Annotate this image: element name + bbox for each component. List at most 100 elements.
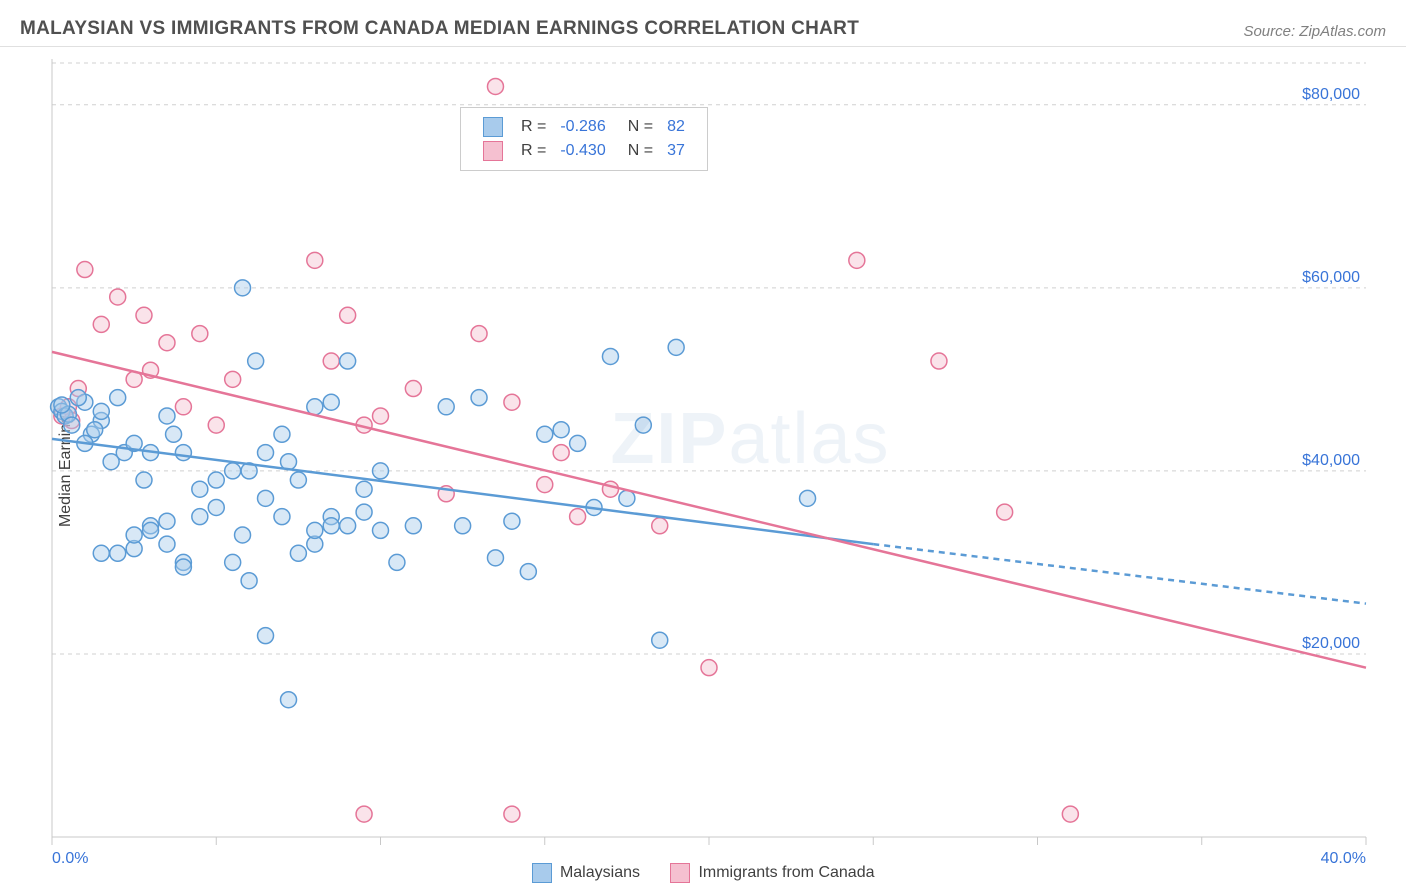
data-point xyxy=(800,490,816,506)
data-point xyxy=(258,490,274,506)
data-point xyxy=(274,509,290,525)
source-label: Source: ZipAtlas.com xyxy=(1243,23,1386,40)
data-point xyxy=(258,628,274,644)
data-point xyxy=(1062,806,1078,822)
trend-line xyxy=(52,352,1366,668)
data-point xyxy=(389,554,405,570)
data-point xyxy=(701,660,717,676)
stats-legend: R =-0.286N =82R =-0.430N =37 xyxy=(460,107,708,171)
data-point xyxy=(553,422,569,438)
data-point xyxy=(323,394,339,410)
data-point xyxy=(225,554,241,570)
legend-label: Immigrants from Canada xyxy=(698,864,874,881)
data-point xyxy=(235,280,251,296)
data-point xyxy=(849,252,865,268)
data-point xyxy=(208,499,224,515)
data-point xyxy=(208,417,224,433)
data-point xyxy=(208,472,224,488)
y-tick-label: $80,000 xyxy=(1302,86,1360,103)
data-point xyxy=(290,472,306,488)
data-point xyxy=(373,463,389,479)
series-legend: Malaysians Immigrants from Canada xyxy=(0,863,1406,883)
trend-line-extrapolated xyxy=(873,544,1366,603)
data-point xyxy=(471,326,487,342)
data-point xyxy=(356,806,372,822)
legend-item: Malaysians xyxy=(532,863,640,883)
data-point xyxy=(602,348,618,364)
data-point xyxy=(504,806,520,822)
data-point xyxy=(235,527,251,543)
data-point xyxy=(110,289,126,305)
y-tick-label: $60,000 xyxy=(1302,269,1360,286)
data-point xyxy=(143,522,159,538)
data-point xyxy=(159,513,175,529)
data-point xyxy=(241,573,257,589)
data-point xyxy=(570,509,586,525)
data-point xyxy=(668,339,684,355)
data-point xyxy=(471,390,487,406)
n-value: 82 xyxy=(661,116,691,138)
data-point xyxy=(652,518,668,534)
data-point xyxy=(70,390,86,406)
data-point xyxy=(126,527,142,543)
data-point xyxy=(175,445,191,461)
data-point xyxy=(487,78,503,94)
data-point xyxy=(159,335,175,351)
data-point xyxy=(159,536,175,552)
data-point xyxy=(77,262,93,278)
data-point xyxy=(258,445,274,461)
data-point xyxy=(537,426,553,442)
data-point xyxy=(166,426,182,442)
data-point xyxy=(175,559,191,575)
data-point xyxy=(373,408,389,424)
data-point xyxy=(323,518,339,534)
data-point xyxy=(997,504,1013,520)
data-point xyxy=(110,390,126,406)
data-point xyxy=(537,477,553,493)
data-point xyxy=(136,307,152,323)
data-point xyxy=(225,371,241,387)
data-point xyxy=(405,518,421,534)
data-point xyxy=(635,417,651,433)
y-tick-label: $40,000 xyxy=(1302,452,1360,469)
data-point xyxy=(307,399,323,415)
data-point xyxy=(93,316,109,332)
data-point xyxy=(192,509,208,525)
data-point xyxy=(619,490,635,506)
data-point xyxy=(570,435,586,451)
data-point xyxy=(93,545,109,561)
data-point xyxy=(356,504,372,520)
data-point xyxy=(504,513,520,529)
r-value: -0.286 xyxy=(554,116,611,138)
data-point xyxy=(64,417,80,433)
data-point xyxy=(274,426,290,442)
data-point xyxy=(323,353,339,369)
data-point xyxy=(405,381,421,397)
data-point xyxy=(281,692,297,708)
legend-item: Immigrants from Canada xyxy=(670,863,875,883)
data-point xyxy=(340,353,356,369)
data-point xyxy=(93,403,109,419)
data-point xyxy=(373,522,389,538)
data-point xyxy=(438,399,454,415)
chart-area: Median Earnings $20,000$40,000$60,000$80… xyxy=(0,47,1406,887)
data-point xyxy=(553,445,569,461)
r-value: -0.430 xyxy=(554,140,611,162)
data-point xyxy=(192,326,208,342)
data-point xyxy=(652,632,668,648)
data-point xyxy=(248,353,264,369)
data-point xyxy=(340,518,356,534)
data-point xyxy=(87,422,103,438)
data-point xyxy=(931,353,947,369)
data-point xyxy=(307,522,323,538)
scatter-chart: $20,000$40,000$60,000$80,0000.0%40.0% xyxy=(0,47,1406,887)
data-point xyxy=(192,481,208,497)
chart-title: MALAYSIAN VS IMMIGRANTS FROM CANADA MEDI… xyxy=(20,18,859,40)
data-point xyxy=(487,550,503,566)
data-point xyxy=(159,408,175,424)
n-value: 37 xyxy=(661,140,691,162)
data-point xyxy=(290,545,306,561)
data-point xyxy=(340,307,356,323)
data-point xyxy=(520,564,536,580)
data-point xyxy=(136,472,152,488)
